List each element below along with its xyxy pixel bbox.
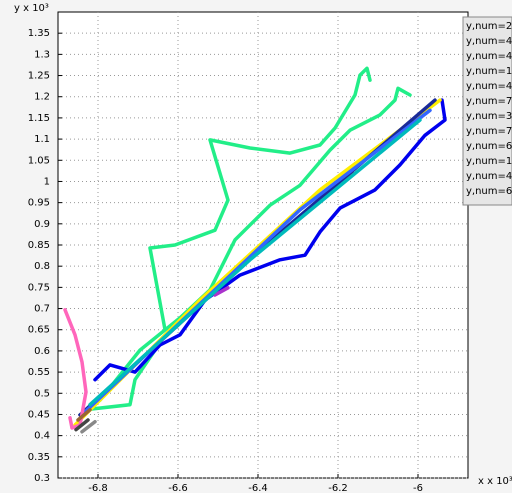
x-tick-label: -6.4: [248, 483, 268, 493]
series-line: [88, 118, 422, 407]
y-tick-label: 1.2: [34, 92, 50, 103]
y-tick-label: 0.9: [34, 219, 50, 230]
series-line: [93, 98, 447, 382]
y-tick-label: 0.65: [28, 325, 50, 336]
y-tick-label: 1: [44, 176, 50, 187]
series-line: [63, 308, 88, 430]
legend-label: y,num=605: [466, 141, 512, 152]
series-line: [76, 408, 92, 422]
legend-label: y,num=6: [466, 186, 512, 197]
legend-label: y,num=209: [466, 21, 512, 32]
legend-label: y,num=49: [466, 81, 512, 92]
y-tick-label: 0.35: [28, 452, 50, 463]
y-tick-label: 1.15: [28, 113, 50, 124]
y-axis-label: y x 10³: [14, 3, 49, 14]
series-line: [74, 418, 90, 432]
y-tick-label: 0.3: [34, 473, 50, 484]
series-line: [213, 286, 230, 297]
y-tick-label: 0.8: [34, 261, 50, 272]
y-tick-label: 1.1: [34, 134, 50, 145]
legend-box: [462, 16, 512, 206]
x-tick-label: -6.6: [168, 483, 188, 493]
x-tick-label: -6.2: [328, 483, 348, 493]
y-tick-label: 0.85: [28, 240, 50, 251]
y-tick-label: 0.7: [34, 304, 50, 315]
x-axis-label: x x 10³: [478, 476, 512, 487]
y-tick-label: 0.5: [34, 388, 50, 399]
legend: y,num=209 y,num=409 y,num=405 y,num=1 y,num=…: [462, 16, 512, 206]
series-line: [80, 419, 97, 434]
y-tick-label: 0.55: [28, 367, 50, 378]
legend-label: y,num=409: [466, 36, 512, 47]
legend-label: y,num=46: [466, 171, 512, 182]
x-tick-label: -6.8: [88, 483, 108, 493]
legend-label: y,num=108: [466, 156, 512, 167]
y-tick-label: 1.3: [34, 49, 50, 60]
y-tick-label: 0.75: [28, 282, 50, 293]
y-tick-label: 0.6: [34, 346, 50, 357]
y-tick-label: 1.05: [28, 155, 50, 166]
y-tick-label: 0.95: [28, 198, 50, 209]
legend-label: y,num=405: [466, 51, 512, 62]
y-tick-label: 0.45: [28, 409, 50, 420]
y-tick-label: 0.4: [34, 431, 50, 442]
legend-label: y,num=71: [466, 126, 512, 137]
y-tick-label: 1.35: [28, 28, 50, 39]
legend-label: y,num=1: [466, 66, 512, 77]
y-tick-label: 1.25: [28, 71, 50, 82]
x-tick-label: -6: [413, 483, 423, 493]
legend-label: y,num=710: [466, 96, 512, 107]
legend-label: y,num=326: [466, 111, 512, 122]
